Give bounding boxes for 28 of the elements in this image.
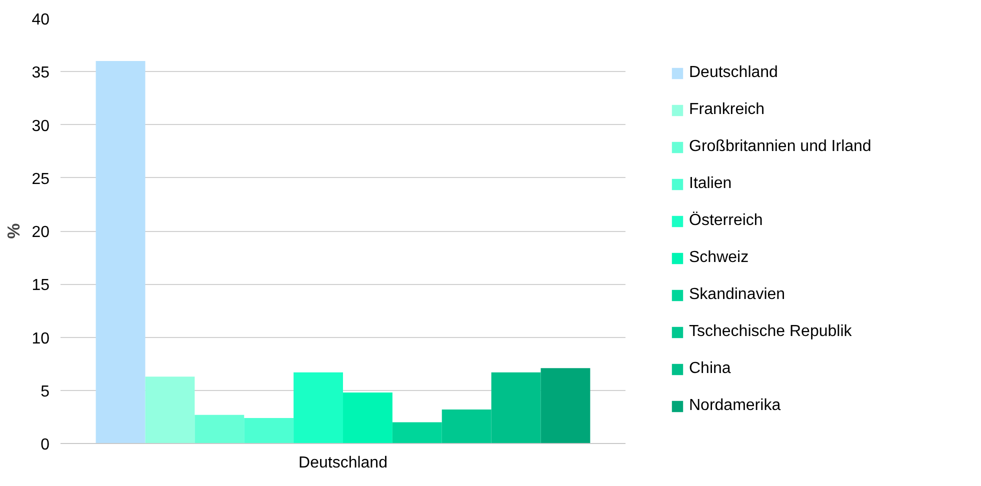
- legend-label: Nordamerika: [689, 396, 781, 416]
- bar: [244, 418, 294, 444]
- y-tick-label: 15: [32, 277, 50, 294]
- bar: [194, 414, 244, 444]
- legend-label: Schweiz: [689, 248, 749, 268]
- legend-label: Italien: [689, 174, 732, 194]
- legend-label: Frankreich: [689, 100, 765, 120]
- y-axis-title: %: [4, 223, 24, 239]
- bar: [145, 376, 195, 444]
- y-tick-label: 35: [32, 64, 50, 82]
- legend-label: Großbritannien und Irland: [689, 137, 872, 157]
- y-tick-label: 5: [40, 383, 50, 400]
- y-tick-label: 30: [32, 118, 50, 135]
- y-tick-label: 25: [32, 170, 50, 188]
- legend-label: Österreich: [689, 211, 763, 231]
- bar: [392, 422, 442, 444]
- legend-label: Deutschland: [689, 63, 778, 83]
- bar: [540, 368, 590, 444]
- legend-label: Skandinavien: [689, 285, 786, 305]
- y-tick-label: 10: [32, 330, 50, 348]
- bar: [343, 392, 392, 444]
- y-tick-label: 40: [32, 12, 50, 28]
- legend-label: China: [689, 359, 731, 379]
- bar: [96, 61, 146, 444]
- bar: [294, 372, 343, 444]
- legend-label: Tschechische Republik: [689, 322, 852, 342]
- y-tick-label: 0: [40, 436, 50, 454]
- y-tick-label: 20: [32, 224, 50, 241]
